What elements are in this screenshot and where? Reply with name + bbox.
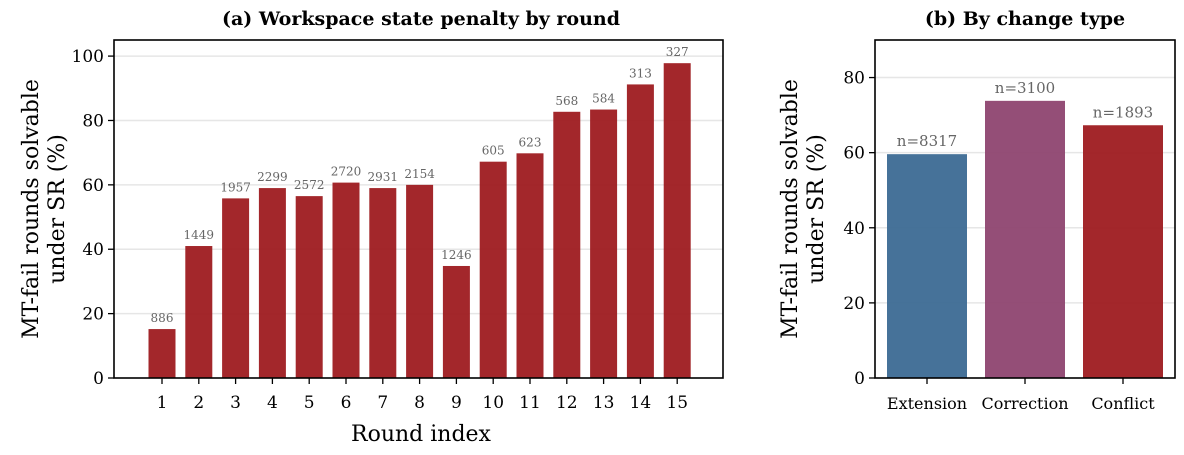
- bar: [295, 196, 323, 378]
- bar: [985, 100, 1065, 378]
- panel-a-y-ticks: 0 20 40 60 80 100: [72, 47, 114, 389]
- panel-a-title: (a) Workspace state penalty by round: [222, 8, 620, 30]
- x-tick-label: Correction: [981, 394, 1068, 413]
- bar: [887, 154, 967, 378]
- x-tick-label: 8: [414, 393, 425, 413]
- panel-b: n=8317 n=3100 n=1893 0 20 40 60 80 Extension Co…: [778, 8, 1176, 413]
- x-tick-label: Extension: [887, 394, 967, 413]
- x-tick-label: 2: [193, 393, 204, 413]
- bar-data-label: 2572: [294, 178, 325, 192]
- y-tick-label: 80: [82, 111, 104, 131]
- panel-b-bars: [887, 100, 1163, 378]
- panel-b-title: (b) By change type: [925, 8, 1125, 30]
- panel-a-data-labels: 886 1449 1957 2299 2572 2720 2931 2154 1246 605 62…: [151, 45, 689, 325]
- y-tick-label: 60: [843, 144, 865, 164]
- bar-data-label: 2154: [404, 167, 435, 181]
- x-tick-label: 15: [666, 393, 688, 413]
- panel-b-y-axis-label-line-2: under SR (%): [804, 134, 829, 284]
- y-tick-label: 100: [72, 47, 104, 67]
- bar: [332, 182, 360, 378]
- panel-a-x-axis-label: Round index: [351, 422, 492, 447]
- bar-data-label: 568: [555, 94, 578, 108]
- bar-data-label: 605: [482, 144, 505, 158]
- bar-data-label: 2720: [331, 165, 362, 179]
- bar: [553, 111, 581, 378]
- y-tick-label: 0: [854, 369, 865, 389]
- bar-data-label: 584: [592, 92, 615, 106]
- bar: [148, 329, 176, 378]
- panel-a-x-ticks: 1 2 3 4 5 6 7 8 9 10 11 12 13 14 15: [157, 378, 688, 413]
- panel-b-x-ticks: Extension Correction Conflict: [887, 378, 1155, 413]
- x-tick-label: 14: [630, 393, 652, 413]
- bar-data-label: 1957: [220, 180, 251, 194]
- panel-b-y-axis-label-line-1: MT-fail rounds solvable: [778, 79, 803, 339]
- x-tick-label: 9: [451, 393, 462, 413]
- bar: [626, 84, 654, 379]
- bar: [479, 161, 507, 378]
- x-tick-label: 5: [304, 393, 315, 413]
- x-tick-label: 11: [519, 393, 541, 413]
- panel-a-bars: [148, 63, 691, 379]
- bar: [222, 198, 250, 378]
- y-tick-label: 80: [843, 69, 865, 89]
- x-tick-label: Conflict: [1091, 394, 1155, 413]
- bar: [258, 188, 286, 378]
- x-tick-label: 4: [267, 393, 278, 413]
- bar: [1083, 125, 1163, 378]
- x-tick-label: 12: [556, 393, 578, 413]
- bar: [406, 184, 434, 378]
- y-tick-label: 60: [82, 176, 104, 196]
- x-tick-label: 13: [593, 393, 615, 413]
- bar-data-label: n=1893: [1093, 103, 1153, 121]
- panel-b-data-labels: n=8317 n=3100 n=1893: [897, 79, 1153, 150]
- bar: [590, 109, 618, 378]
- x-tick-label: 1: [157, 393, 168, 413]
- bar-data-label: 1449: [184, 228, 215, 242]
- bar-data-label: n=8317: [897, 132, 957, 150]
- bar-data-label: n=3100: [995, 79, 1055, 97]
- panel-a-y-axis-label-line-1: MT-fail rounds solvable: [19, 79, 44, 339]
- bar-data-label: 313: [629, 66, 652, 80]
- y-tick-label: 20: [843, 294, 865, 314]
- bar-data-label: 327: [666, 45, 689, 59]
- panel-a-axes-frame: [113, 39, 724, 379]
- x-tick-label: 10: [482, 393, 504, 413]
- x-tick-label: 3: [230, 393, 241, 413]
- bar: [516, 153, 544, 378]
- y-tick-label: 40: [843, 219, 865, 239]
- y-tick-label: 0: [93, 369, 104, 389]
- x-tick-label: 7: [377, 393, 388, 413]
- panel-b-y-ticks: 0 20 40 60 80: [843, 69, 875, 389]
- bar-data-label: 886: [151, 311, 174, 325]
- y-tick-label: 40: [82, 240, 104, 260]
- bar: [185, 246, 213, 378]
- bar: [663, 63, 691, 378]
- bar-data-label: 1246: [441, 248, 472, 262]
- bar-data-label: 2931: [368, 170, 399, 184]
- bar-data-label: 2299: [257, 170, 288, 184]
- y-tick-label: 20: [82, 305, 104, 325]
- bar: [442, 265, 470, 378]
- bar: [369, 188, 397, 378]
- bar-data-label: 623: [519, 135, 542, 149]
- x-tick-label: 6: [341, 393, 352, 413]
- panel-a-y-axis-label-line-2: under SR (%): [45, 134, 70, 284]
